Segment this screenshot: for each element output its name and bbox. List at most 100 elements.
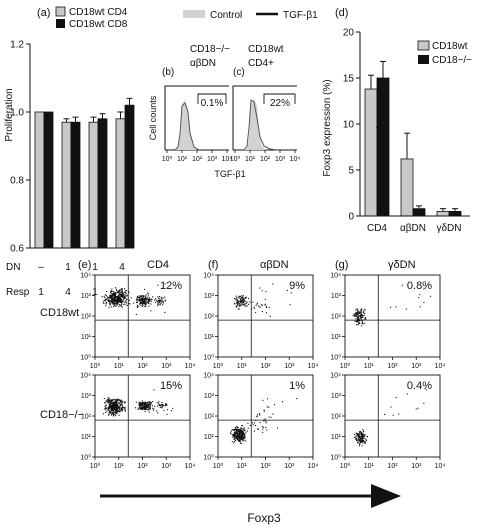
event-dot	[255, 304, 257, 306]
event-dot	[135, 313, 137, 315]
event-dot	[242, 432, 244, 434]
event-dot	[145, 296, 147, 298]
event-dot	[261, 290, 263, 292]
event-dot	[139, 405, 141, 407]
event-dot	[113, 291, 115, 293]
event-dot	[104, 408, 106, 410]
hist-tick-label: 10³	[275, 156, 286, 163]
event-dot	[355, 311, 357, 313]
event-dot	[265, 306, 267, 308]
event-dot	[358, 437, 360, 439]
hist-legend: Control TGF-β1	[183, 10, 318, 21]
event-dot	[140, 404, 142, 406]
event-dot	[148, 302, 150, 304]
panel-g-title: γδDN	[388, 259, 416, 271]
event-dot	[121, 410, 123, 412]
event-dot	[153, 408, 155, 410]
event-dot	[144, 411, 146, 413]
event-dot	[357, 314, 359, 316]
event-dot	[137, 299, 139, 301]
event-dot	[363, 312, 365, 314]
event-dot	[120, 294, 122, 296]
x-tick-label: 10³	[161, 463, 172, 470]
event-dot	[148, 402, 150, 404]
event-dot	[113, 414, 115, 416]
event-dot	[117, 291, 119, 293]
event-dot	[238, 303, 240, 305]
event-dot	[116, 413, 118, 415]
event-dot	[244, 303, 246, 305]
event-dot	[237, 302, 239, 304]
event-dot	[120, 300, 122, 302]
quadrant-percent: 0.4%	[407, 380, 432, 392]
event-dot	[142, 306, 144, 308]
event-dot	[139, 298, 141, 300]
event-dot	[265, 312, 267, 314]
quadrant-percent: 15%	[160, 380, 182, 392]
event-dot	[148, 305, 150, 307]
event-dot	[147, 298, 149, 300]
x-tick-label: 10³	[161, 363, 172, 370]
event-dot	[104, 411, 106, 413]
event-dot	[117, 400, 119, 402]
event-dot	[136, 299, 138, 301]
event-dot	[162, 304, 164, 306]
event-dot	[110, 291, 112, 293]
event-dot	[238, 434, 240, 436]
panel-a-resp-4: 1	[119, 287, 125, 298]
event-dot	[361, 439, 363, 441]
event-dot	[144, 288, 146, 290]
event-dot	[145, 302, 147, 304]
event-dot	[138, 401, 140, 403]
event-dot	[241, 425, 243, 427]
panel-a-y-tick-label: 1.2	[10, 40, 24, 51]
event-dot	[108, 414, 110, 416]
event-dot	[239, 431, 241, 433]
event-dot	[152, 296, 154, 298]
event-dot	[241, 430, 243, 432]
event-dot	[116, 404, 118, 406]
event-dot	[233, 435, 235, 437]
event-dot	[117, 298, 119, 300]
event-dot	[243, 298, 245, 300]
event-dot	[160, 404, 162, 406]
event-dot	[359, 316, 361, 318]
event-dot	[139, 296, 141, 298]
event-dot	[259, 414, 261, 416]
event-dot	[114, 292, 116, 294]
event-dot	[108, 400, 110, 402]
event-dot	[238, 300, 240, 302]
x-tick-label: 10⁰	[213, 362, 224, 370]
event-dot	[165, 403, 167, 405]
event-dot	[263, 419, 265, 421]
event-dot	[108, 297, 110, 299]
event-dot	[245, 301, 247, 303]
event-dot	[135, 401, 137, 403]
event-dot	[150, 403, 152, 405]
event-dot	[237, 429, 239, 431]
event-dot	[265, 422, 267, 424]
event-dot	[234, 432, 236, 434]
event-dot	[119, 293, 121, 295]
event-dot	[107, 300, 109, 302]
event-dot	[366, 439, 368, 441]
y-tick-label: 10⁴	[330, 373, 341, 380]
event-dot	[144, 298, 146, 300]
event-dot	[140, 300, 142, 302]
event-dot	[158, 302, 160, 304]
event-dot	[112, 303, 114, 305]
event-dot	[243, 436, 245, 438]
event-dot	[122, 295, 124, 297]
bar-a-s0-c3	[115, 118, 126, 249]
event-dot	[243, 297, 245, 299]
event-dot	[116, 408, 118, 410]
event-dot	[261, 311, 263, 313]
event-dot	[113, 403, 115, 405]
event-dot	[157, 303, 159, 305]
event-dot	[359, 315, 361, 317]
event-dot	[240, 430, 242, 432]
panel-a-ylabel: Proliferation	[4, 88, 15, 141]
event-dot	[152, 409, 154, 411]
event-dot	[365, 441, 367, 443]
event-dot	[235, 433, 237, 435]
